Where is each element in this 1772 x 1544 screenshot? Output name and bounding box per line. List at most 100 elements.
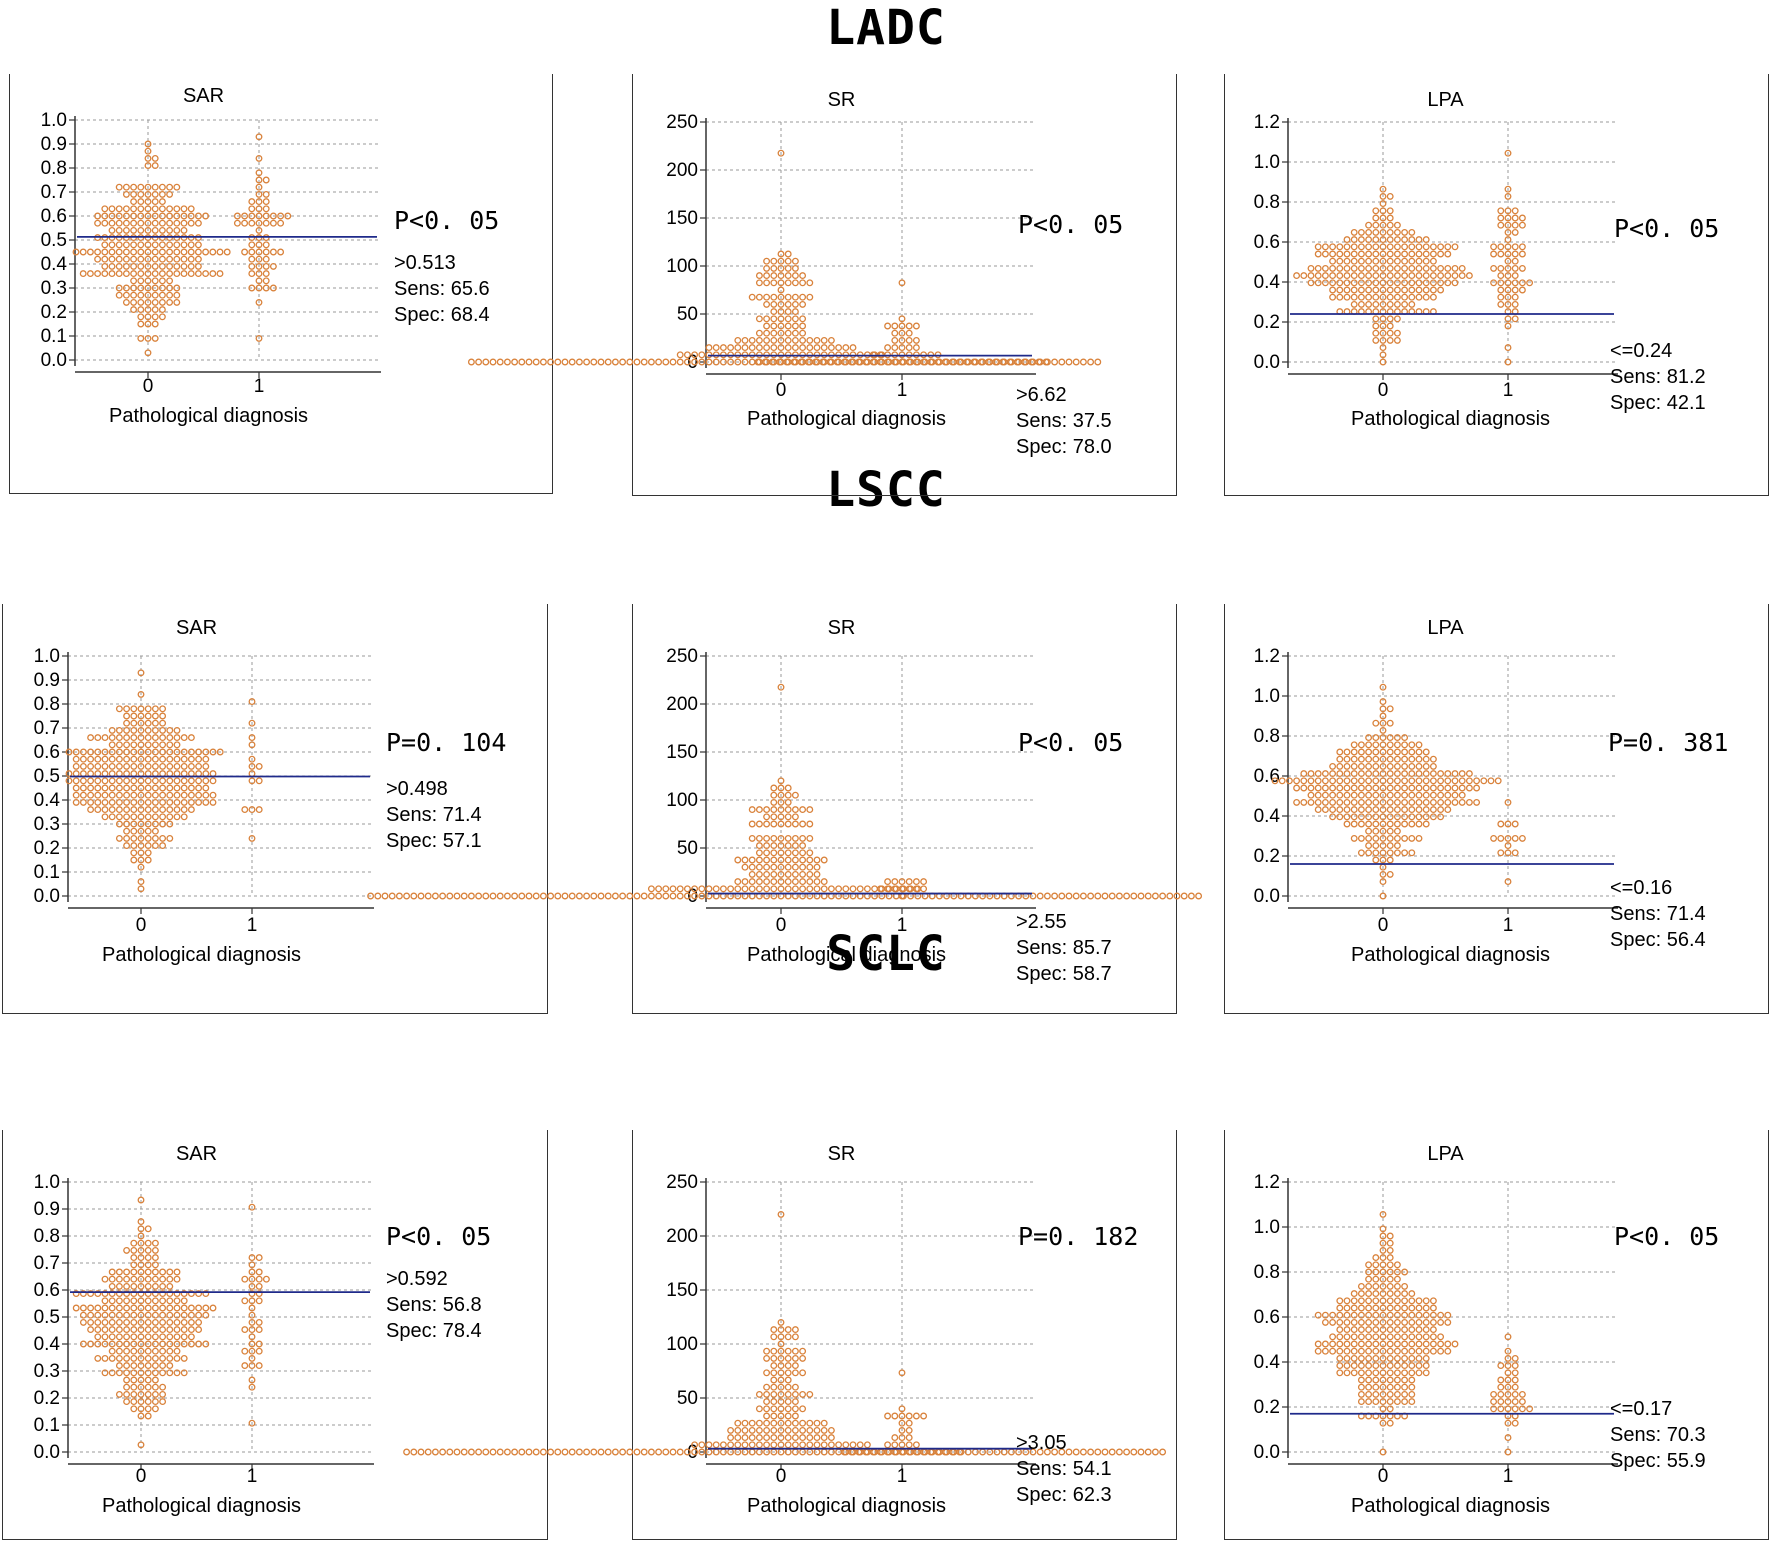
data-point (1343, 272, 1351, 280)
data-point (777, 344, 785, 352)
data-point (1401, 1362, 1409, 1370)
data-point (770, 1390, 778, 1398)
data-point (1058, 358, 1066, 366)
data-point (1422, 1347, 1430, 1355)
data-point (597, 892, 605, 900)
data-point (248, 1261, 256, 1269)
data-point (86, 248, 94, 256)
data-point (1321, 1311, 1329, 1319)
data-point (122, 183, 130, 191)
data-point (1415, 1333, 1423, 1341)
y-tick-label: 150 (666, 208, 698, 229)
data-point (159, 712, 167, 720)
data-point (1372, 329, 1380, 337)
data-point (123, 813, 131, 821)
data-point (790, 358, 798, 366)
data-point (1094, 1448, 1102, 1456)
data-point (963, 358, 971, 366)
data-point (108, 1340, 116, 1348)
data-point (1329, 813, 1337, 821)
cutoff-stats: >0.592 Sens: 56.8 Spec: 78.4 (386, 1266, 482, 1344)
data-point (1336, 1318, 1344, 1326)
data-point (1343, 798, 1351, 806)
data-point (233, 212, 241, 220)
data-point (755, 344, 763, 352)
data-point (255, 205, 263, 213)
data-point (1401, 228, 1409, 236)
y-tick-label: 0.6 (1254, 1307, 1280, 1328)
data-point (898, 358, 906, 366)
data-point (1451, 279, 1459, 287)
data-point (813, 863, 821, 871)
data-point (1365, 734, 1373, 742)
data-point (1393, 264, 1401, 272)
data-point (1365, 1362, 1373, 1370)
data-point (1365, 842, 1373, 850)
data-point (144, 820, 152, 828)
data-point (79, 1311, 87, 1319)
y-tick-label: 0.8 (34, 1226, 60, 1247)
data-point (255, 762, 263, 770)
data-point (898, 344, 906, 352)
data-point (1379, 200, 1387, 208)
data-point (1393, 798, 1401, 806)
data-point (777, 856, 785, 864)
data-point (248, 284, 256, 292)
data-point (130, 1390, 138, 1398)
y-tick-label: 1.0 (34, 646, 60, 667)
data-point (248, 219, 256, 227)
data-point (1422, 1318, 1430, 1326)
data-point (791, 834, 799, 842)
data-point (173, 212, 181, 220)
data-point (108, 205, 116, 213)
data-point (1372, 1297, 1380, 1305)
data-point (180, 777, 188, 785)
data-point (734, 885, 742, 893)
data-point (1401, 1376, 1409, 1384)
data-point (1518, 834, 1526, 842)
data-point (770, 863, 778, 871)
data-point (891, 1412, 899, 1420)
data-point (1343, 257, 1351, 265)
data-point (180, 798, 188, 806)
data-point (813, 336, 821, 344)
data-point (770, 870, 778, 878)
data-point (101, 248, 109, 256)
data-point (676, 1448, 684, 1456)
data-point (72, 784, 80, 792)
data-point (941, 358, 949, 366)
data-point (108, 1268, 116, 1276)
y-tick-label: 1.2 (1254, 646, 1280, 667)
data-point (87, 748, 95, 756)
y-tick-label: 0.0 (34, 886, 60, 907)
data-point (255, 1340, 263, 1348)
data-point (1386, 777, 1394, 785)
data-point (1415, 784, 1423, 792)
data-point (241, 1347, 249, 1355)
data-point (1386, 741, 1394, 749)
data-point (1365, 272, 1373, 280)
data-point (187, 248, 195, 256)
data-point (784, 315, 792, 323)
data-point (705, 358, 713, 366)
data-point (1379, 243, 1387, 251)
data-point (180, 241, 188, 249)
data-point (1429, 1347, 1437, 1355)
data-point (898, 1405, 906, 1413)
data-point (863, 1441, 871, 1449)
chart-title: LPA (1427, 89, 1464, 111)
data-point (137, 1261, 145, 1269)
data-point (1393, 1297, 1401, 1305)
data-point (1490, 1390, 1498, 1398)
data-point (1379, 892, 1387, 900)
data-point (137, 306, 145, 314)
data-point (180, 1354, 188, 1362)
data-point (575, 892, 583, 900)
data-point (1379, 1405, 1387, 1413)
data-point (799, 272, 807, 280)
data-point (1465, 784, 1473, 792)
data-point (755, 293, 763, 301)
data-point (108, 813, 116, 821)
data-point (1429, 250, 1437, 258)
data-point (1386, 293, 1394, 301)
